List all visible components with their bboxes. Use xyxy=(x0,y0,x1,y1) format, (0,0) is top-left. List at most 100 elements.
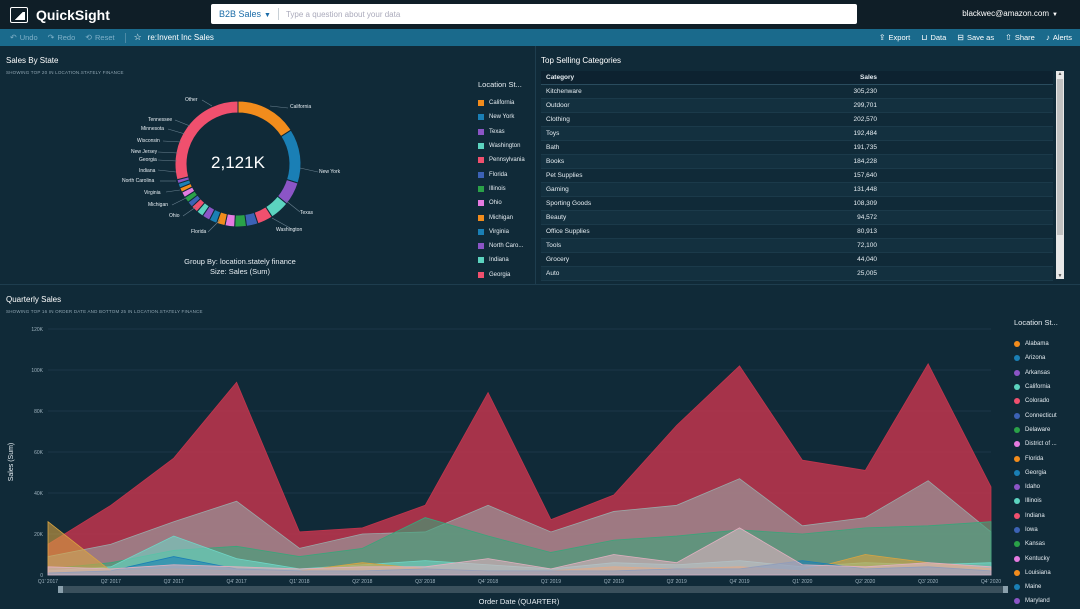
legend-item[interactable]: Delaware xyxy=(1014,423,1058,437)
sales-cell: 299,701 xyxy=(853,102,878,109)
user-menu[interactable]: blackwec@amazon.com ▼ xyxy=(962,9,1058,18)
share-icon: ⇧ xyxy=(1005,33,1012,42)
x-tick-label: Q2' 2020 xyxy=(855,579,875,585)
y-tick-label: 0 xyxy=(40,573,43,579)
legend-item[interactable]: California xyxy=(1014,380,1058,394)
table-row[interactable]: Auto 25,005 xyxy=(541,267,1053,281)
legend-item[interactable]: Georgia xyxy=(1014,466,1058,480)
legend-item[interactable]: Kentucky xyxy=(1014,551,1058,565)
question-input[interactable] xyxy=(285,9,857,19)
legend-item[interactable]: Georgia xyxy=(478,268,525,282)
legend-item[interactable]: Louisiana xyxy=(1014,566,1058,580)
sales-cell: 191,735 xyxy=(853,144,878,151)
scroll-up-icon[interactable]: ▲ xyxy=(1057,71,1063,77)
legend-swatch xyxy=(1014,441,1020,448)
legend-title[interactable]: Location St... xyxy=(478,80,522,89)
legend-item[interactable]: Florida xyxy=(478,167,525,181)
x-tick-label: Q2' 2019 xyxy=(604,579,624,585)
legend-item[interactable]: Indiana xyxy=(1014,509,1058,523)
legend-item[interactable]: Iowa xyxy=(1014,523,1058,537)
favorite-star-icon[interactable]: ☆ xyxy=(133,32,142,42)
legend-item[interactable]: Arizona xyxy=(1014,351,1058,365)
legend-item[interactable]: Arkansas xyxy=(1014,366,1058,380)
legend-item[interactable]: Washington xyxy=(478,139,525,153)
chevron-down-icon: ▼ xyxy=(1052,12,1058,18)
export-button[interactable]: ⇪ Export xyxy=(879,33,910,42)
table-row[interactable]: Tools 72,100 xyxy=(541,239,1053,253)
table-row[interactable]: Clothing 202,570 xyxy=(541,113,1053,127)
table-row[interactable]: Kitchenware 305,230 xyxy=(541,85,1053,99)
legend-item[interactable]: Florida xyxy=(1014,451,1058,465)
legend-item[interactable]: Alabama xyxy=(1014,337,1058,351)
legend-item[interactable]: California xyxy=(478,96,525,110)
area-series[interactable] xyxy=(47,527,992,576)
legend-item[interactable]: Maryland xyxy=(1014,594,1058,608)
legend-item[interactable]: Colorado xyxy=(1014,394,1058,408)
donut-slice[interactable] xyxy=(174,100,239,181)
app-name: QuickSight xyxy=(36,6,110,23)
table-row[interactable]: Bath 191,735 xyxy=(541,141,1053,155)
donut-label-tennessee: Tennessee xyxy=(148,117,173,123)
quarterly-sales-title: Quarterly Sales xyxy=(6,295,62,304)
scrollbar-thumb[interactable] xyxy=(1057,79,1063,235)
donut-label-new-york: New York xyxy=(319,169,341,175)
dataset-selector[interactable]: B2B Sales ▼ xyxy=(219,9,271,19)
legend-item[interactable]: Kansas xyxy=(1014,537,1058,551)
legend-item[interactable]: Ohio xyxy=(478,196,525,210)
table-row[interactable]: Office Supplies 80,913 xyxy=(541,225,1053,239)
legend-item[interactable]: New York xyxy=(478,110,525,124)
legend-item[interactable]: Idaho xyxy=(1014,480,1058,494)
alerts-button[interactable]: ♪ Alerts xyxy=(1046,33,1072,42)
data-button[interactable]: ⊔ Data xyxy=(921,33,946,42)
scrollbar-handle-right[interactable] xyxy=(1003,586,1008,593)
sales-cell: 305,230 xyxy=(853,88,878,95)
legend-swatch xyxy=(478,200,484,207)
app-logo[interactable]: QuickSight xyxy=(10,6,210,23)
table-row[interactable]: Grocery 44,040 xyxy=(541,253,1053,267)
table-row[interactable]: Toys 192,484 xyxy=(541,127,1053,141)
reset-button[interactable]: ⟲ Reset xyxy=(85,33,114,42)
y-tick-label: 40K xyxy=(34,491,44,497)
table-row[interactable]: Pet Supplies 157,640 xyxy=(541,169,1053,183)
donut-leader-line xyxy=(157,159,178,162)
share-button[interactable]: ⇧ Share xyxy=(1005,33,1035,42)
legend-label: Idaho xyxy=(1025,484,1041,491)
legend-item[interactable]: Michigan xyxy=(478,210,525,224)
legend-swatch xyxy=(478,257,484,264)
table-row[interactable]: Beauty 94,572 xyxy=(541,211,1053,225)
save-as-button[interactable]: ⊟ Save as xyxy=(957,33,994,42)
donut-label-minnesota: Minnesota xyxy=(141,126,165,132)
legend-item[interactable]: Virginia xyxy=(478,225,525,239)
redo-button[interactable]: ↷ Redo xyxy=(48,33,76,42)
legend-item[interactable]: Texas xyxy=(478,125,525,139)
table-row[interactable]: Sporting Goods 108,309 xyxy=(541,197,1053,211)
export-label: Export xyxy=(888,33,911,42)
legend-item[interactable]: North Caro... xyxy=(478,239,525,253)
sales-cell: 131,448 xyxy=(853,186,878,193)
table-row[interactable]: Books 184,228 xyxy=(541,155,1053,169)
column-header-category[interactable]: Category xyxy=(546,74,575,81)
scroll-down-icon[interactable]: ▼ xyxy=(1057,273,1063,279)
category-cell: Clothing xyxy=(546,116,570,123)
x-tick-label: Q2' 2018 xyxy=(352,579,372,585)
legend-item[interactable]: Pennsylvania xyxy=(478,153,525,167)
legend-item[interactable]: Connecticut xyxy=(1014,408,1058,422)
legend-swatch xyxy=(478,128,484,135)
table-row[interactable]: Outdoor 299,701 xyxy=(541,99,1053,113)
legend-item[interactable]: Indiana xyxy=(478,253,525,267)
chart-horizontal-scrollbar[interactable] xyxy=(58,586,1008,593)
legend-item[interactable]: Illinois xyxy=(1014,494,1058,508)
table-row[interactable]: Gaming 131,448 xyxy=(541,183,1053,197)
legend-item[interactable]: Illinois xyxy=(478,182,525,196)
table-scrollbar[interactable]: ▲ ▼ xyxy=(1056,71,1064,279)
scrollbar-handle-left[interactable] xyxy=(58,586,63,593)
column-header-sales[interactable]: Sales xyxy=(860,74,877,81)
legend-title[interactable]: Location St... xyxy=(1014,318,1058,327)
legend-item[interactable]: Maine xyxy=(1014,580,1058,594)
reset-label: Reset xyxy=(94,33,115,42)
category-cell: Office Supplies xyxy=(546,228,590,235)
undo-button[interactable]: ↶ Undo xyxy=(10,33,38,42)
legend-item[interactable]: District of ... xyxy=(1014,437,1058,451)
